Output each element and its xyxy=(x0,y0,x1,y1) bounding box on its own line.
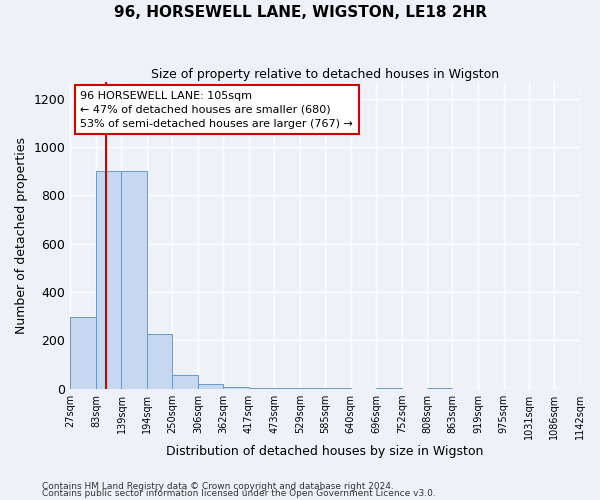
Text: 96 HORSEWELL LANE: 105sqm
← 47% of detached houses are smaller (680)
53% of semi: 96 HORSEWELL LANE: 105sqm ← 47% of detac… xyxy=(80,91,353,129)
Title: Size of property relative to detached houses in Wigston: Size of property relative to detached ho… xyxy=(151,68,499,80)
Bar xyxy=(146,334,172,388)
Y-axis label: Number of detached properties: Number of detached properties xyxy=(15,136,28,334)
X-axis label: Distribution of detached houses by size in Wigston: Distribution of detached houses by size … xyxy=(166,444,484,458)
Bar xyxy=(70,318,96,388)
Text: Contains public sector information licensed under the Open Government Licence v3: Contains public sector information licen… xyxy=(42,490,436,498)
Bar xyxy=(198,384,223,388)
Text: Contains HM Land Registry data © Crown copyright and database right 2024.: Contains HM Land Registry data © Crown c… xyxy=(42,482,394,491)
Bar xyxy=(96,171,121,388)
Bar xyxy=(172,376,198,388)
Text: 96, HORSEWELL LANE, WIGSTON, LE18 2HR: 96, HORSEWELL LANE, WIGSTON, LE18 2HR xyxy=(113,5,487,20)
Bar xyxy=(121,171,146,388)
